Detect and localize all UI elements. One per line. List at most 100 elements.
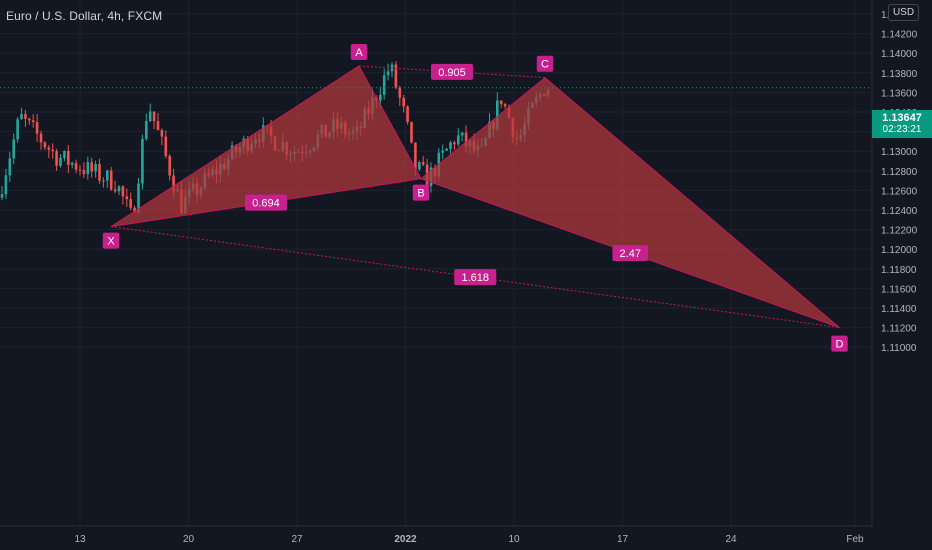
- candle-body: [55, 151, 58, 166]
- pattern-ratio-label: 0.905: [438, 67, 466, 79]
- candle-body: [121, 186, 125, 197]
- y-tick-label: 1.14000: [881, 49, 918, 60]
- candle-body: [86, 162, 90, 175]
- candle-body: [418, 162, 421, 170]
- candle-body: [0, 194, 4, 198]
- pattern-point-d-label: D: [836, 339, 844, 351]
- candle-body: [421, 162, 425, 165]
- candle-body: [449, 142, 452, 149]
- y-tick-label: 1.12600: [881, 186, 918, 197]
- pattern-point-b-label-bg: [412, 184, 430, 201]
- last-price-value: 1.13647: [882, 112, 922, 124]
- candle-body: [78, 169, 82, 171]
- candle-body: [129, 199, 132, 208]
- candle-body: [503, 104, 507, 107]
- y-tick-label: 1.11000: [881, 343, 917, 354]
- candle-body: [12, 139, 15, 159]
- pattern-ratio-label: 0.694: [252, 198, 280, 210]
- candle-body: [156, 121, 160, 131]
- candle-body: [499, 100, 503, 105]
- candle-body: [141, 138, 144, 184]
- candle-body: [133, 207, 136, 212]
- candle-body: [90, 162, 93, 172]
- candle-body: [414, 142, 417, 170]
- candle-body: [168, 155, 171, 176]
- candle-body: [148, 111, 152, 122]
- candle-body: [94, 164, 97, 172]
- pattern-point-x-label-bg: [102, 232, 120, 249]
- pattern-point-d-label-bg: [831, 335, 848, 352]
- candle-body: [402, 97, 405, 107]
- harmonic-pattern[interactable]: X A B C D 0.905 0.694 2.47 1.618: [102, 43, 848, 352]
- pattern-point-a-label: A: [355, 47, 363, 59]
- candle-body: [63, 150, 66, 158]
- candle-body: [8, 158, 12, 176]
- candle-body: [43, 142, 47, 148]
- candle-body: [113, 189, 117, 192]
- candle-body: [28, 118, 31, 121]
- candle-body: [20, 113, 23, 120]
- x-tick-label: 24: [725, 534, 737, 545]
- candle-body: [164, 136, 168, 156]
- pattern-point-x-label: X: [107, 236, 115, 248]
- pattern-ratio-label: 2.47: [620, 248, 641, 260]
- candle-body: [398, 87, 402, 98]
- y-tick-label: 1.13800: [881, 69, 918, 80]
- candle-body: [152, 111, 156, 122]
- x-tick-label: 10: [508, 534, 520, 545]
- currency-badge[interactable]: USD: [888, 4, 919, 21]
- y-tick-label: 1.14200: [881, 30, 918, 41]
- candle-body: [35, 122, 39, 134]
- candle-body: [160, 130, 164, 137]
- candle-body: [379, 94, 382, 101]
- x-tick-label: 20: [183, 534, 195, 545]
- candle-body: [106, 170, 109, 181]
- candle-body: [67, 150, 70, 165]
- candle-body: [460, 132, 464, 136]
- candle-body: [98, 164, 101, 181]
- pattern-ratio-label-bg: [245, 194, 287, 211]
- candle-body: [410, 121, 413, 143]
- last-price-tag: 1.13647 02:23:21: [872, 110, 932, 138]
- pattern-ratio-label-bg: [612, 245, 649, 262]
- candle-body: [39, 133, 43, 143]
- time-axis[interactable]: 13 20 27 2022 10 17 24 Feb: [0, 525, 872, 545]
- pattern-point-a-label-bg: [350, 43, 368, 60]
- price-axis[interactable]: 1.144001.142001.140001.138001.136001.134…: [871, 0, 918, 526]
- candle-body: [102, 180, 105, 182]
- pattern-point-c-label: C: [541, 59, 549, 71]
- y-tick-label: 1.12000: [881, 245, 918, 256]
- candle-body: [47, 147, 51, 150]
- candle-body: [394, 64, 398, 88]
- pattern-point-b-label: B: [417, 188, 424, 200]
- candle-body: [109, 170, 113, 190]
- candle-body: [31, 120, 35, 123]
- candle-body: [496, 100, 499, 130]
- y-tick-label: 1.11200: [881, 324, 917, 335]
- x-tick-label: Feb: [846, 534, 864, 545]
- y-tick-label: 1.12200: [881, 226, 918, 237]
- pattern-ratio-line: [110, 226, 840, 329]
- candle-body: [406, 106, 409, 122]
- candle-body: [453, 142, 456, 145]
- symbol-title: Euro / U.S. Dollar, 4h, FXCM: [6, 9, 163, 23]
- pattern-point-c-label-bg: [536, 55, 554, 72]
- y-tick-label: 1.11800: [881, 265, 917, 276]
- x-tick-label: 2022: [394, 534, 417, 545]
- candle-body: [172, 175, 175, 192]
- x-tick-label: 27: [291, 534, 303, 545]
- pattern-ratio-label-bg: [454, 269, 497, 286]
- candle-body: [51, 149, 54, 152]
- candle-body: [386, 71, 390, 76]
- y-tick-label: 1.12800: [881, 167, 918, 178]
- x-tick-label: 17: [617, 534, 629, 545]
- y-tick-label: 1.12400: [881, 206, 918, 217]
- candle-body: [82, 170, 86, 175]
- bar-countdown: 02:23:21: [882, 124, 922, 135]
- candle-body: [70, 162, 74, 165]
- pattern-triangle-bcd[interactable]: [419, 77, 840, 329]
- pattern-ratio-label-bg: [431, 63, 473, 80]
- candle-body: [4, 175, 8, 195]
- y-tick-label: 1.11600: [881, 284, 917, 295]
